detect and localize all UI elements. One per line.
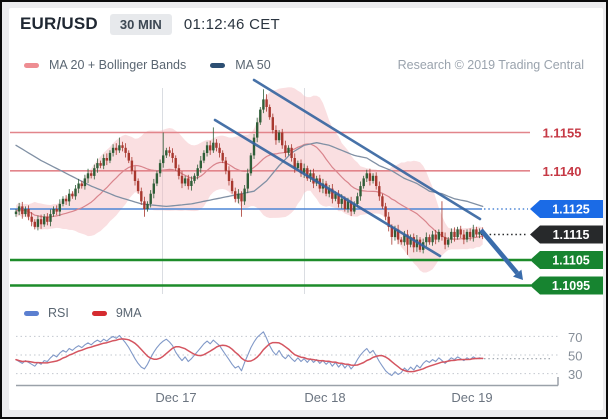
rsi-gridlines: 70 50 30 xyxy=(16,330,582,382)
x-axis: Dec 17 Dec 18 Dec 19 xyxy=(16,377,559,405)
rsi-9ma-line xyxy=(15,338,484,373)
price-badge xyxy=(530,251,603,269)
rsi-legend: RSI 9MA xyxy=(24,306,156,320)
ma20-legend-swatch xyxy=(24,62,39,68)
price-badge xyxy=(530,276,603,295)
bollinger-band xyxy=(16,87,483,273)
clock-time: 01:12:46 CET xyxy=(183,15,280,33)
projection-dotted-lines xyxy=(481,208,528,236)
price-badge xyxy=(530,225,603,244)
nine-ma-legend-swatch xyxy=(91,310,107,316)
date-label: Dec 18 xyxy=(304,390,345,405)
trend-channel xyxy=(213,78,482,258)
price-legend: MA 20 + Bollinger Bands MA 50 xyxy=(24,58,285,72)
price-level-label: 1.1140 xyxy=(542,164,581,179)
price-badge-label: 1.1125 xyxy=(552,203,590,217)
ma50-line xyxy=(15,142,484,208)
price-level-label: 1.1155 xyxy=(542,126,581,141)
price-level-labels: 1.1155 1.1140 1.1125 1.1115 1.1105 1.1095 xyxy=(530,126,603,295)
forecast-arrow xyxy=(479,228,523,280)
ma50-legend-swatch xyxy=(210,62,226,68)
rsi-legend-swatch xyxy=(24,310,39,316)
rsi-line xyxy=(15,331,484,377)
rsi-tick-label: 30 xyxy=(568,367,582,382)
interval-badge[interactable]: 30 MIN xyxy=(109,13,172,35)
date-label: Dec 17 xyxy=(155,390,196,405)
rsi-tick-label: 70 xyxy=(568,330,582,345)
ma20-legend-label: MA 20 + Bollinger Bands xyxy=(49,58,187,72)
level-lines xyxy=(10,131,531,287)
rsi-tick-label: 50 xyxy=(568,349,582,364)
header: EUR/USD 30 MIN 01:12:46 CET xyxy=(20,12,280,36)
research-credit: Research © 2019 Trading Central xyxy=(397,58,584,72)
rsi-legend-label: RSI xyxy=(48,306,69,320)
ma50-legend-label: MA 50 xyxy=(235,58,271,72)
date-label: Dec 19 xyxy=(451,390,492,405)
nine-ma-legend-label: 9MA xyxy=(115,306,142,320)
price-badge xyxy=(530,200,603,218)
ma20-line xyxy=(15,143,484,240)
price-badge-label: 1.1105 xyxy=(552,254,590,268)
symbol-title: EUR/USD xyxy=(20,14,98,33)
price-badge-label: 1.1095 xyxy=(552,279,590,293)
price-badge-label: 1.1115 xyxy=(553,228,590,242)
